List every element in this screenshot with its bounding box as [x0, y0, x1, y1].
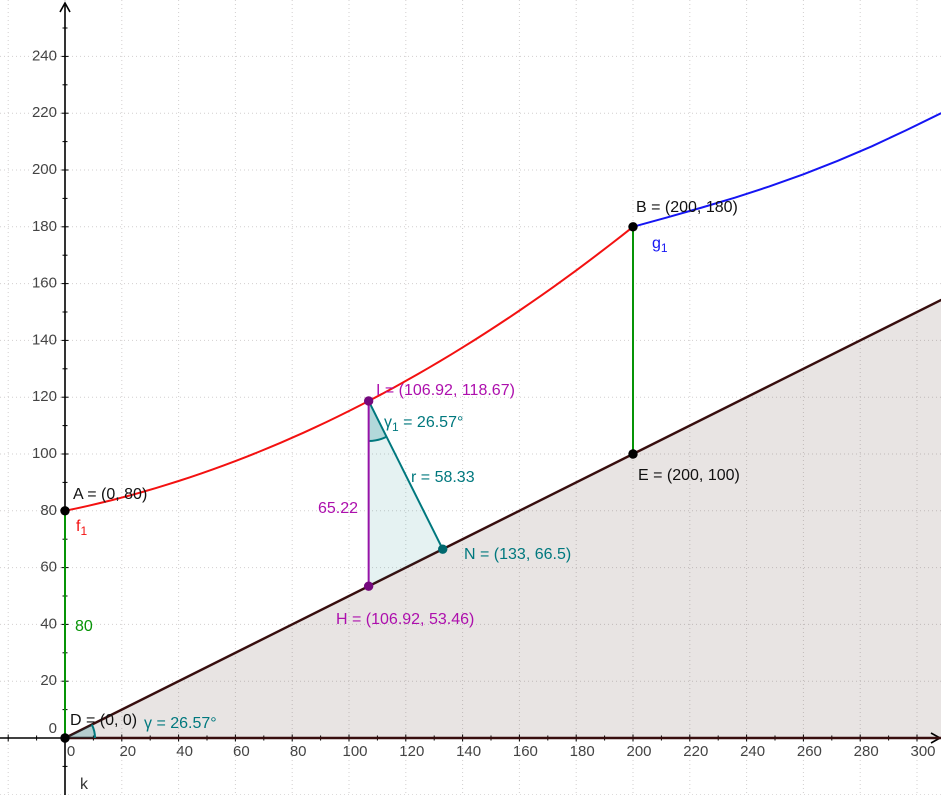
point-B-label[interactable]: B = (200, 180) — [636, 199, 738, 216]
x-tick-label: 0 — [67, 743, 75, 760]
point-E-label[interactable]: E = (200, 100) — [638, 467, 740, 484]
x-tick-label: 20 — [119, 743, 136, 760]
y-tick-label: 220 — [32, 104, 57, 121]
y-tick-label: 0 — [49, 720, 57, 737]
y-tick-label: 180 — [32, 218, 57, 235]
x-tick-label: 80 — [290, 743, 307, 760]
angle-gamma1-label[interactable]: γ1 = 26.57° — [384, 414, 463, 434]
curve-g1[interactable] — [632, 112, 941, 228]
x-tick-label: 240 — [740, 743, 765, 760]
y-tick-label: 20 — [40, 672, 57, 689]
segment-IN[interactable] — [367, 400, 444, 550]
point-N-label[interactable]: N = (133, 66.5) — [464, 546, 571, 563]
x-tick-label: 100 — [342, 743, 367, 760]
point-N[interactable] — [438, 544, 448, 554]
line-k[interactable] — [63, 298, 941, 740]
x-tick-label: 220 — [683, 743, 708, 760]
curve-f1-label[interactable]: f1 — [76, 518, 87, 538]
x-tick-label: 280 — [854, 743, 879, 760]
y-tick-label: 60 — [40, 559, 57, 576]
x-tick-label: 300 — [910, 743, 935, 760]
y-tick-label: 80 — [40, 502, 57, 519]
point-H-label[interactable]: H = (106.92, 53.46) — [336, 611, 474, 628]
object-labels: A = (0, 80) B = (200, 180) D = (0, 0) E … — [70, 199, 740, 793]
point-A-label[interactable]: A = (0, 80) — [73, 486, 147, 503]
y-axis-arrow-icon — [59, 1, 71, 13]
x-tick-label: 120 — [399, 743, 424, 760]
segment-IN-length-label[interactable]: r = 58.33 — [411, 469, 475, 486]
point-D[interactable] — [60, 733, 70, 743]
x-tick-label: 200 — [626, 743, 651, 760]
x-tick-label: 260 — [797, 743, 822, 760]
line-k-label[interactable]: k — [80, 776, 89, 793]
x-tick-label: 40 — [176, 743, 193, 760]
angle-gamma-sector — [65, 724, 95, 738]
x-tick-label: 180 — [570, 743, 595, 760]
point-A[interactable] — [60, 506, 70, 516]
y-tick-label: 160 — [32, 275, 57, 292]
point-D-label[interactable]: D = (0, 0) — [70, 712, 137, 729]
point-I-label[interactable]: I = (106.92, 118.67) — [376, 382, 515, 399]
point-B[interactable] — [628, 222, 638, 232]
triangle-IHN-fill — [368, 400, 443, 587]
point-I[interactable] — [363, 396, 374, 406]
x-tick-label: 60 — [233, 743, 250, 760]
curve-f1[interactable] — [64, 226, 634, 512]
y-tick-label: 240 — [32, 47, 57, 64]
y-tick-label: 100 — [32, 445, 57, 462]
segment-AD-length-label[interactable]: 80 — [75, 618, 93, 635]
curve-g1-label[interactable]: g1 — [652, 235, 668, 255]
x-tick-label: 140 — [456, 743, 481, 760]
y-tick-label: 200 — [32, 161, 57, 178]
angle-gamma-label[interactable]: γ = 26.57° — [144, 715, 217, 732]
point-E[interactable] — [628, 449, 638, 459]
y-tick-label: 40 — [40, 615, 57, 632]
angle-gamma-arc[interactable] — [90, 724, 96, 739]
x-tick-label: 160 — [513, 743, 538, 760]
y-tick-label: 140 — [32, 331, 57, 348]
point-H[interactable] — [363, 581, 374, 591]
y-tick-label: 120 — [32, 388, 57, 405]
segment-IH-length-label[interactable]: 65.22 — [318, 500, 358, 517]
